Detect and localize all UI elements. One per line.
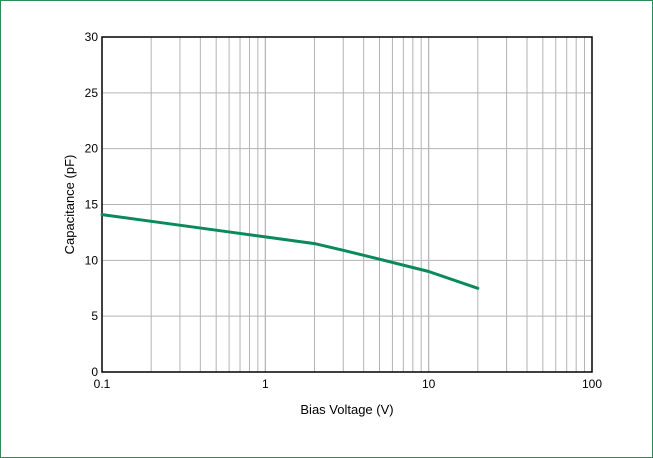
plot-area-border (101, 36, 593, 373)
x-tick-label: 0.1 (94, 377, 111, 391)
y-tick-label: 25 (85, 86, 99, 100)
y-tick-label: 15 (85, 198, 99, 212)
y-tick-label: 10 (85, 253, 99, 267)
series-group (100, 213, 480, 290)
x-tick-label: 1 (262, 377, 269, 391)
y-tick-label: 30 (85, 30, 99, 44)
y-tick-label: 0 (91, 365, 98, 379)
x-axis-label: Bias Voltage (V) (300, 402, 393, 417)
y-tick-label: 5 (91, 309, 98, 323)
grid-lines (102, 37, 592, 372)
x-tick-label: 100 (582, 377, 602, 391)
y-axis-label: Capacitance (pF) (62, 155, 77, 255)
y-tick-label: 20 (85, 142, 99, 156)
x-tick-label: 10 (422, 377, 436, 391)
series-line (100, 213, 480, 290)
tick-labels: 0 5 10 15 20 25 30 0.1 1 10 100 (85, 30, 603, 391)
